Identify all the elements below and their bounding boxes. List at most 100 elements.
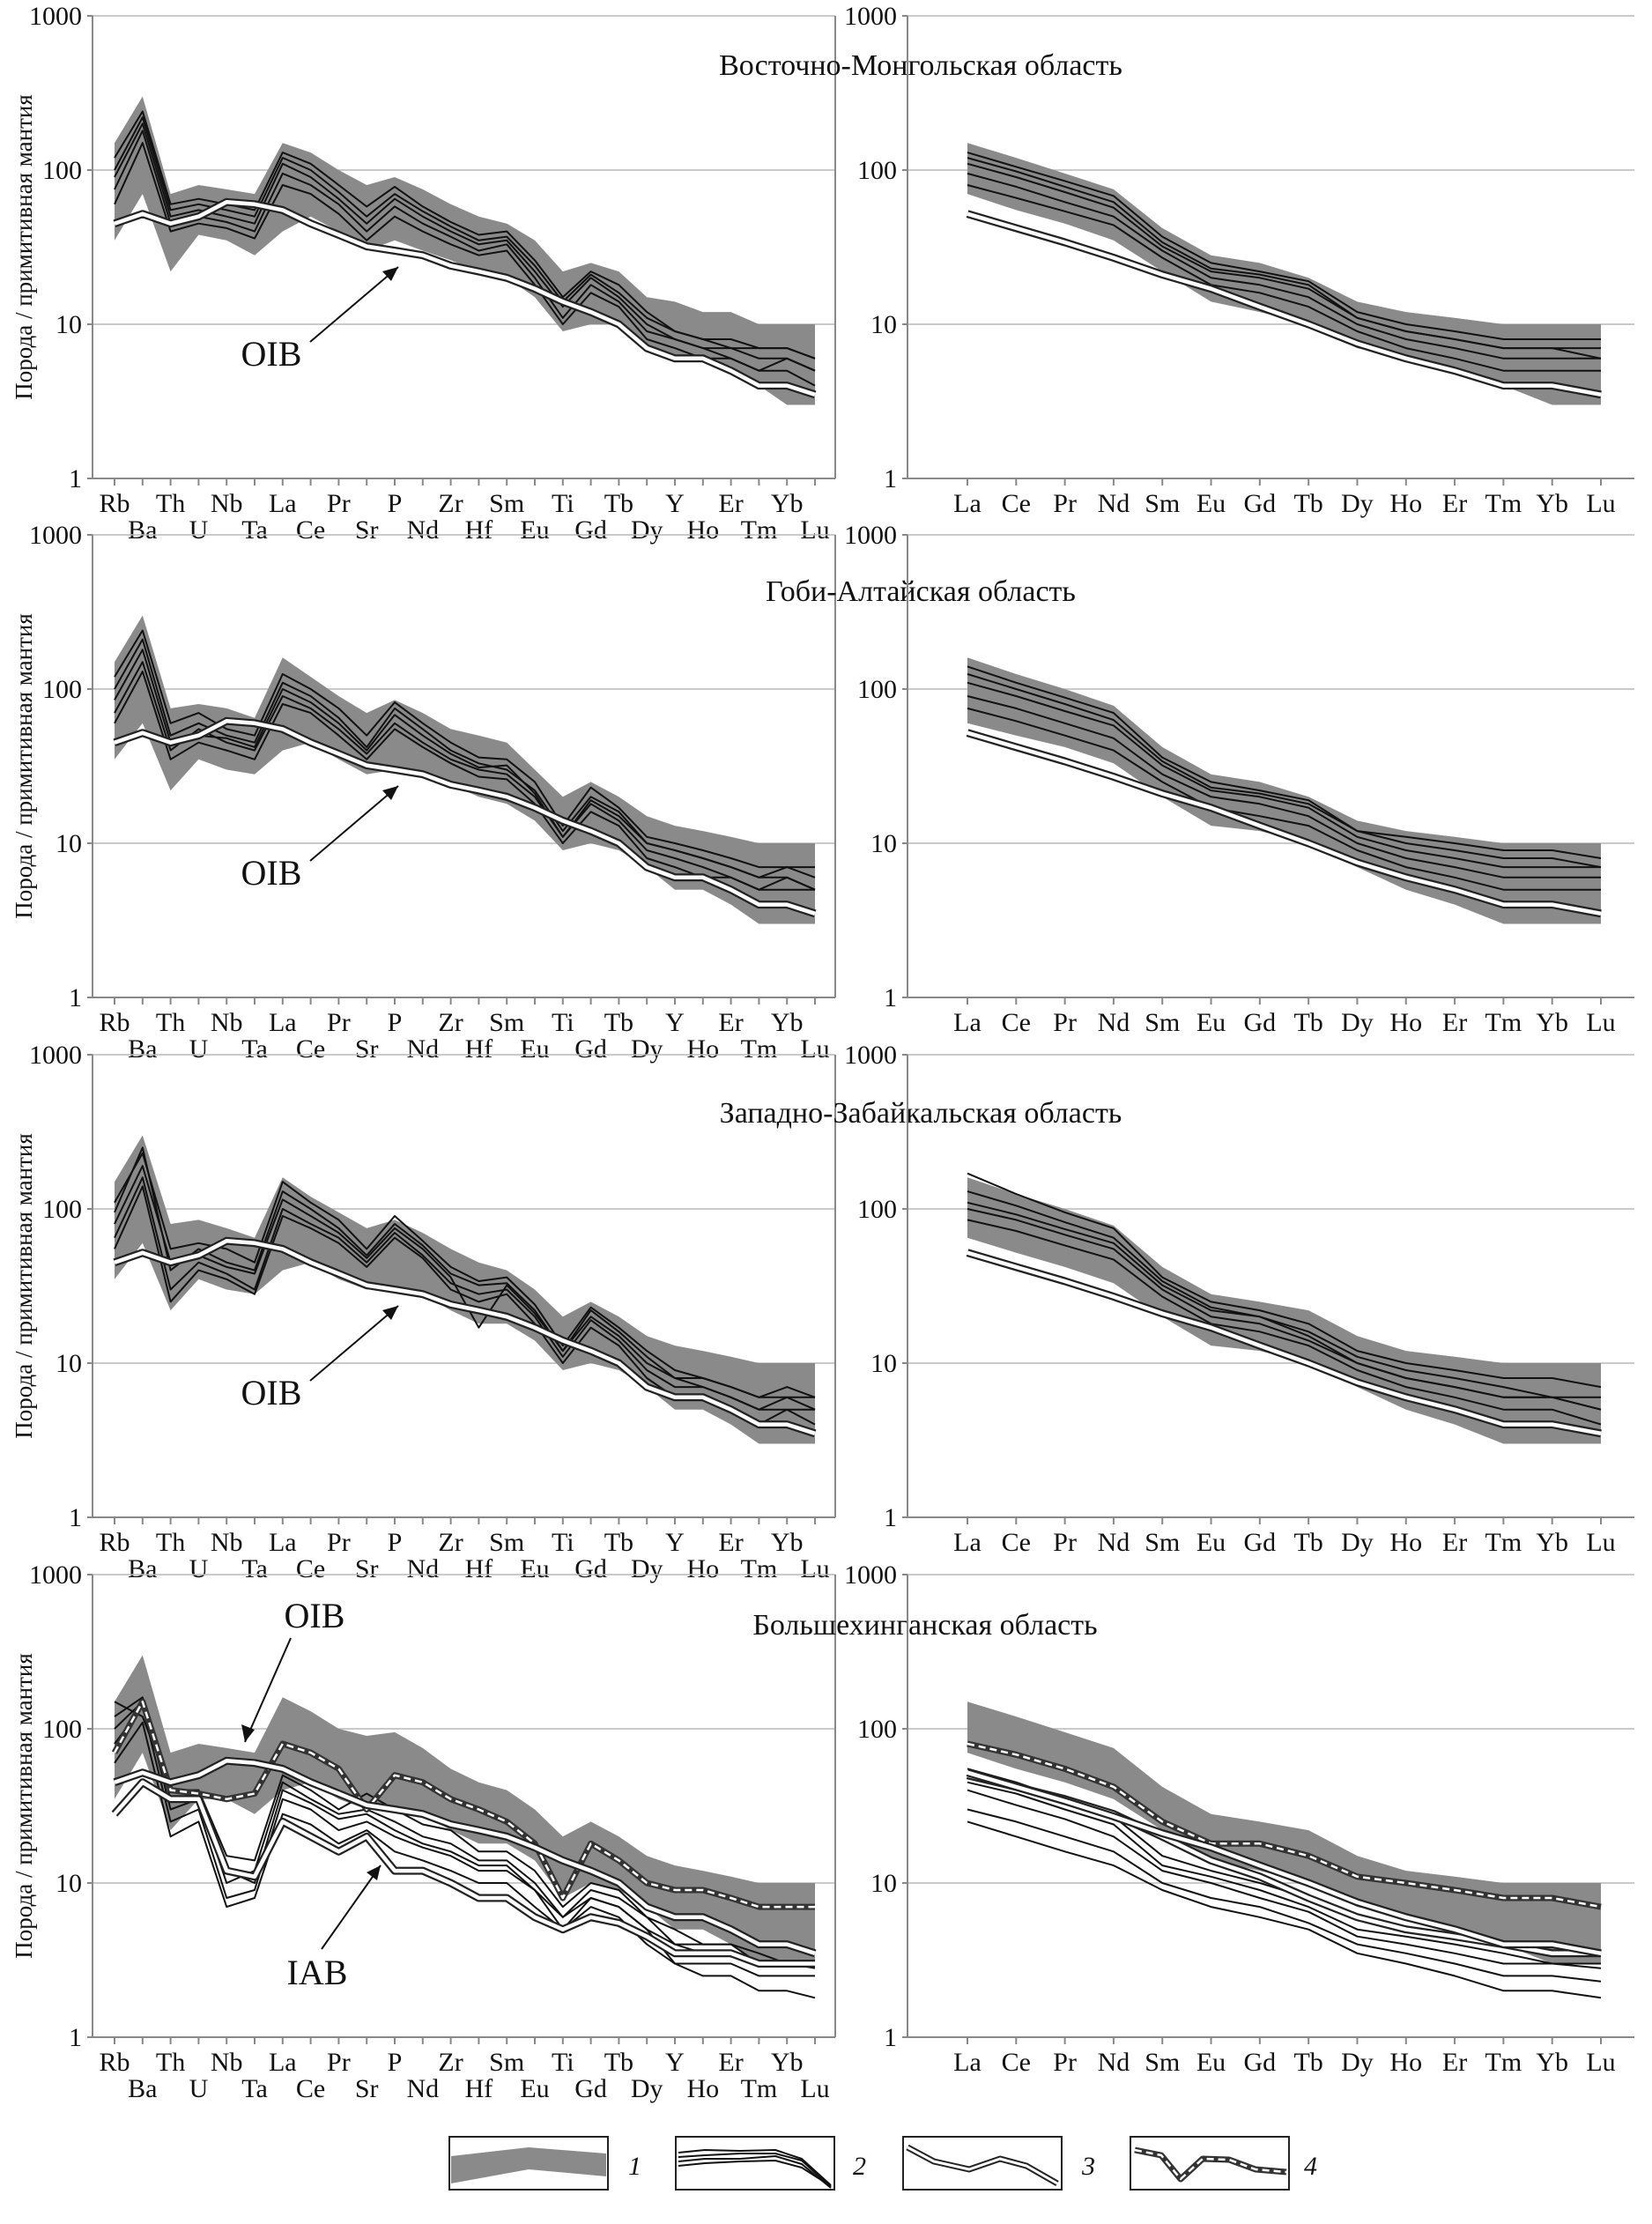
x-tick-label: Y: [665, 1008, 685, 1037]
x-tick-label: Y: [665, 1528, 685, 1557]
oib-annotation: OIB: [241, 1373, 302, 1412]
y-tick-label: 10: [56, 1869, 82, 1898]
x-tick-label: Lu: [1586, 2048, 1615, 2077]
oib-annotation: OIB: [241, 334, 302, 374]
x-tick-label: Er: [718, 2048, 743, 2077]
x-tick-label: Gd: [574, 1554, 607, 1583]
type4-line-inner: [113, 1700, 815, 1909]
x-tick-label: La: [953, 1528, 982, 1557]
envelope-band: [967, 1701, 1601, 1964]
y-tick-label: 1000: [29, 1041, 82, 1070]
y-tick-label: 100: [857, 1715, 897, 1744]
x-tick-label: Ho: [686, 1034, 719, 1064]
x-tick-label: Eu: [520, 1034, 549, 1064]
y-tick-label: 100: [857, 675, 897, 704]
x-tick-label: Sm: [1145, 489, 1180, 518]
sample-line-2: [967, 681, 1601, 869]
x-tick-label: Tm: [741, 1554, 778, 1583]
x-tick-label: Ce: [1002, 1008, 1031, 1037]
sample-line-2: [967, 162, 1601, 350]
legend-label-3: 3: [1081, 2152, 1095, 2181]
x-tick-label: Tm: [741, 2074, 778, 2103]
x-tick-label: Yb: [1536, 1528, 1568, 1557]
x-tick-label: Tb: [1293, 2048, 1322, 2077]
x-tick-label: Nd: [1098, 2048, 1130, 2077]
y-tick-label: 1000: [844, 1561, 897, 1590]
x-tick-label: Sm: [489, 1528, 524, 1557]
oib-arrowhead: [382, 267, 398, 281]
x-tick-label: Dy: [631, 515, 663, 545]
x-tick-label: Tm: [741, 515, 778, 545]
y-tick-label: 1000: [844, 2, 897, 31]
x-tick-label: Th: [156, 2048, 185, 2077]
sample-line-4: [967, 707, 1601, 891]
oib-line-inner: [114, 719, 816, 916]
x-tick-label: Ho: [686, 2074, 719, 2103]
x-tick-label: Tb: [1293, 1528, 1322, 1557]
x-tick-label: Rb: [99, 2048, 130, 2077]
x-tick-label: Hf: [465, 2074, 493, 2103]
x-tick-label: Er: [718, 1528, 743, 1557]
x-tick-label: Pr: [1053, 1528, 1077, 1557]
oib-arrowhead: [382, 1306, 398, 1320]
x-tick-label: Sr: [355, 515, 379, 545]
sample-line-2: [114, 1176, 815, 1411]
x-tick-label: Ta: [241, 1554, 268, 1583]
oib-arrow: [309, 785, 399, 862]
sample-line-5: [114, 116, 816, 360]
sample-line-4: [967, 1820, 1602, 1999]
oib-line-inner: [114, 1759, 816, 1955]
x-tick-label: Th: [156, 1528, 185, 1557]
envelope-band: [967, 143, 1601, 405]
x-tick-label: Ta: [241, 515, 268, 545]
x-tick-label: Nd: [406, 1034, 439, 1064]
x-tick-label: Nd: [406, 515, 439, 545]
x-tick-label: Nb: [211, 1008, 243, 1037]
x-tick-label: Lu: [1586, 1008, 1615, 1037]
x-tick-label: Dy: [631, 2074, 663, 2103]
x-tick-label: Sr: [355, 1034, 379, 1064]
x-tick-label: Eu: [520, 515, 549, 545]
x-tick-label: Sm: [489, 1008, 524, 1037]
x-tick-label: Er: [1442, 489, 1467, 518]
legend-label-4: 4: [1304, 2152, 1317, 2181]
x-tick-label: Dy: [1341, 1008, 1374, 1037]
y-tick-label: 100: [42, 156, 82, 185]
x-tick-label: Dy: [1341, 1528, 1374, 1557]
x-tick-label: Yb: [771, 1528, 804, 1557]
x-tick-label: Ho: [686, 1554, 719, 1583]
sample-line-4: [114, 130, 816, 372]
x-tick-label: Sr: [355, 2074, 379, 2103]
x-tick-label: Pr: [1053, 2048, 1077, 2077]
x-tick-label: Gd: [1244, 489, 1277, 518]
y-axis-label: Порода / примитивная мантия: [11, 613, 37, 918]
y-tick-label: 1: [884, 464, 897, 493]
x-tick-label: Lu: [800, 515, 829, 545]
x-tick-label: Tb: [604, 1008, 633, 1037]
x-tick-label: Zr: [438, 489, 463, 518]
x-tick-label: Yb: [1536, 1008, 1568, 1037]
x-tick-label: Nd: [1098, 1528, 1130, 1557]
x-tick-label: Dy: [631, 1034, 663, 1064]
x-tick-label: Gd: [574, 2074, 607, 2103]
oib-line-inner: [114, 1239, 816, 1435]
sample-line-5: [967, 1781, 1602, 1969]
x-tick-label: La: [953, 489, 982, 518]
x-tick-label: Ho: [1389, 1008, 1422, 1037]
y-tick-label: 100: [42, 1195, 82, 1224]
x-tick-label: Ba: [128, 1034, 157, 1064]
x-tick-label: Ba: [128, 1554, 157, 1583]
y-tick-label: 1000: [29, 1561, 82, 1590]
x-tick-label: Yb: [1536, 489, 1568, 518]
x-tick-label: Rb: [99, 1008, 130, 1037]
x-tick-label: Ba: [128, 2074, 157, 2103]
oib-arrow: [309, 266, 399, 343]
x-tick-label: Sm: [1145, 1528, 1180, 1557]
x-tick-label: Ti: [552, 489, 574, 518]
legend-swatch-dashed: [1130, 2136, 1290, 2191]
y-tick-label: 1: [69, 983, 82, 1012]
